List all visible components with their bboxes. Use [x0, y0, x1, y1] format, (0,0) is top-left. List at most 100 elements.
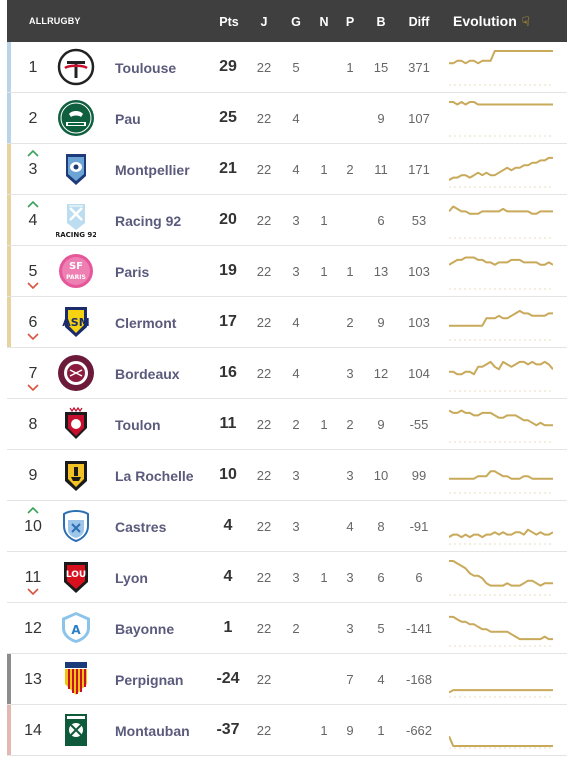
stat-bonus: 11	[374, 162, 388, 177]
header-g[interactable]: G	[291, 15, 301, 29]
stat-won: 4	[292, 111, 300, 126]
team-logo-paris-icon[interactable]: SF PARIS	[56, 251, 96, 291]
table-row[interactable]: 8 Toulon 11 22 2 1 2 9 -55	[7, 399, 567, 450]
stat-diff: -662	[405, 723, 433, 738]
qualification-band	[7, 450, 11, 500]
team-logo-lyon-icon[interactable]: LOU	[56, 557, 96, 597]
table-row[interactable]: 4 RACING 92 Racing 92 20 22 3 1 6 53	[7, 195, 567, 246]
evolution-sparkline	[449, 470, 553, 494]
table-row[interactable]: 7 Bordeaux 16 22 4 3 12 104	[7, 348, 567, 399]
team-logo-montpellier-icon[interactable]	[56, 149, 96, 189]
team-logo-racing-icon[interactable]: RACING 92	[55, 200, 97, 240]
stat-played: 22	[256, 111, 272, 126]
team-logo-pau-icon[interactable]	[56, 98, 96, 138]
stat-diff: -168	[405, 672, 433, 687]
table-row[interactable]: 9 La Rochelle 10 22 3 3 10 99	[7, 450, 567, 501]
move-down-icon	[27, 588, 39, 596]
header-p[interactable]: P	[345, 15, 355, 29]
sparkline-line	[449, 470, 553, 480]
qualification-band	[7, 144, 11, 194]
qualification-band	[7, 348, 11, 398]
stat-won: 4	[292, 315, 300, 330]
header-pts[interactable]: Pts	[219, 15, 239, 29]
table-row[interactable]: 12 A Bayonne 1 22 2 3 5 -141	[7, 603, 567, 654]
team-name[interactable]: Montpellier	[115, 162, 190, 178]
qualification-band	[7, 399, 11, 449]
team-name[interactable]: Paris	[115, 264, 150, 280]
team-logo-toulon-icon[interactable]	[56, 404, 96, 444]
team-name[interactable]: Toulon	[115, 417, 161, 433]
stat-bonus: 5	[377, 621, 385, 636]
team-name[interactable]: Pau	[115, 111, 141, 127]
stat-diff: 99	[411, 468, 427, 483]
stat-won: 5	[292, 60, 300, 75]
stat-lost: 7	[346, 672, 354, 687]
header-evolution[interactable]: Evolution ☟	[453, 13, 530, 30]
team-logo-bayonne-icon[interactable]: A	[56, 608, 96, 648]
stat-points: 11	[219, 415, 237, 432]
stat-drawn: 1	[320, 162, 328, 177]
stat-diff: 53	[411, 213, 427, 228]
stat-won: 2	[292, 621, 300, 636]
team-logo-bordeaux-icon[interactable]	[56, 353, 96, 393]
header-b[interactable]: B	[376, 15, 386, 29]
table-row[interactable]: 11 LOU Lyon 4 22 3 1 3 6 6	[7, 552, 567, 603]
rank: 9	[28, 467, 38, 484]
header-n[interactable]: N	[319, 15, 329, 29]
sparkline-line	[449, 309, 553, 327]
stat-diff: -141	[405, 621, 433, 636]
team-logo-larochelle-icon[interactable]	[56, 455, 96, 495]
stat-lost: 2	[346, 162, 354, 177]
stat-bonus: 4	[377, 672, 385, 687]
team-name[interactable]: Castres	[115, 519, 167, 535]
stat-lost: 3	[346, 366, 354, 381]
rank: 5	[28, 263, 38, 280]
stat-diff: -91	[409, 519, 429, 534]
team-name[interactable]: Bayonne	[115, 621, 175, 637]
table-row[interactable]: 3 Montpellier 21 22 4 1 2 11 171	[7, 144, 567, 195]
table-row[interactable]: 13 Perpignan -24 22 7 4 -168	[7, 654, 567, 705]
team-name[interactable]: Montauban	[115, 723, 190, 739]
team-logo-clermont-icon[interactable]: ASM	[56, 302, 96, 342]
team-logo-perpignan-icon[interactable]	[56, 659, 96, 699]
qualification-band	[7, 246, 11, 296]
stat-bonus: 10	[373, 468, 389, 483]
evolution-sparkline	[449, 560, 553, 596]
stat-diff: 103	[408, 264, 430, 279]
header-j[interactable]: J	[260, 15, 268, 29]
table-row[interactable]: 6 ASM Clermont 17 22 4 2 9 103	[7, 297, 567, 348]
table-row[interactable]: 10 Castres 4 22 3 4 8 -91	[7, 501, 567, 552]
move-up-icon	[27, 200, 39, 208]
header-evolution-label: Evolution	[453, 13, 517, 29]
header-diff[interactable]: Diff	[408, 15, 430, 29]
team-name[interactable]: La Rochelle	[115, 468, 194, 484]
team-name[interactable]: Bordeaux	[115, 366, 180, 382]
stat-played: 22	[256, 417, 272, 432]
table-row[interactable]: 1 Toulouse 29 22 5 1 15 371	[7, 42, 567, 93]
team-name[interactable]: Lyon	[115, 570, 148, 586]
stat-points: 4	[223, 568, 233, 585]
table-row[interactable]: 5 SF PARIS Paris 19 22 3 1 1 13 103	[7, 246, 567, 297]
stat-played: 22	[256, 519, 272, 534]
team-logo-montauban-icon[interactable]	[56, 710, 96, 750]
stat-drawn: 1	[320, 723, 328, 738]
team-name[interactable]: Perpignan	[115, 672, 184, 688]
stat-points: 4	[223, 517, 233, 534]
evolution-sparkline	[449, 101, 553, 137]
stat-played: 22	[256, 723, 272, 738]
stat-played: 22	[256, 60, 272, 75]
stat-bonus: 13	[373, 264, 389, 279]
stat-bonus: 6	[377, 213, 385, 228]
svg-text:RACING 92: RACING 92	[56, 231, 96, 239]
table-row[interactable]: 2 Pau 25 22 4 9 107	[7, 93, 567, 144]
team-logo-toulouse-icon[interactable]	[56, 47, 96, 87]
evolution-sparkline	[449, 50, 553, 86]
evolution-sparkline	[449, 309, 553, 341]
team-name[interactable]: Toulouse	[115, 60, 177, 76]
team-logo-castres-icon[interactable]	[56, 506, 96, 546]
table-row[interactable]: 14 Montauban -37 22 1 9 1 -662	[7, 705, 567, 756]
team-name[interactable]: Clermont	[115, 315, 177, 331]
stat-won: 3	[292, 264, 300, 279]
team-name[interactable]: Racing 92	[115, 213, 182, 229]
rank: 1	[28, 59, 38, 76]
